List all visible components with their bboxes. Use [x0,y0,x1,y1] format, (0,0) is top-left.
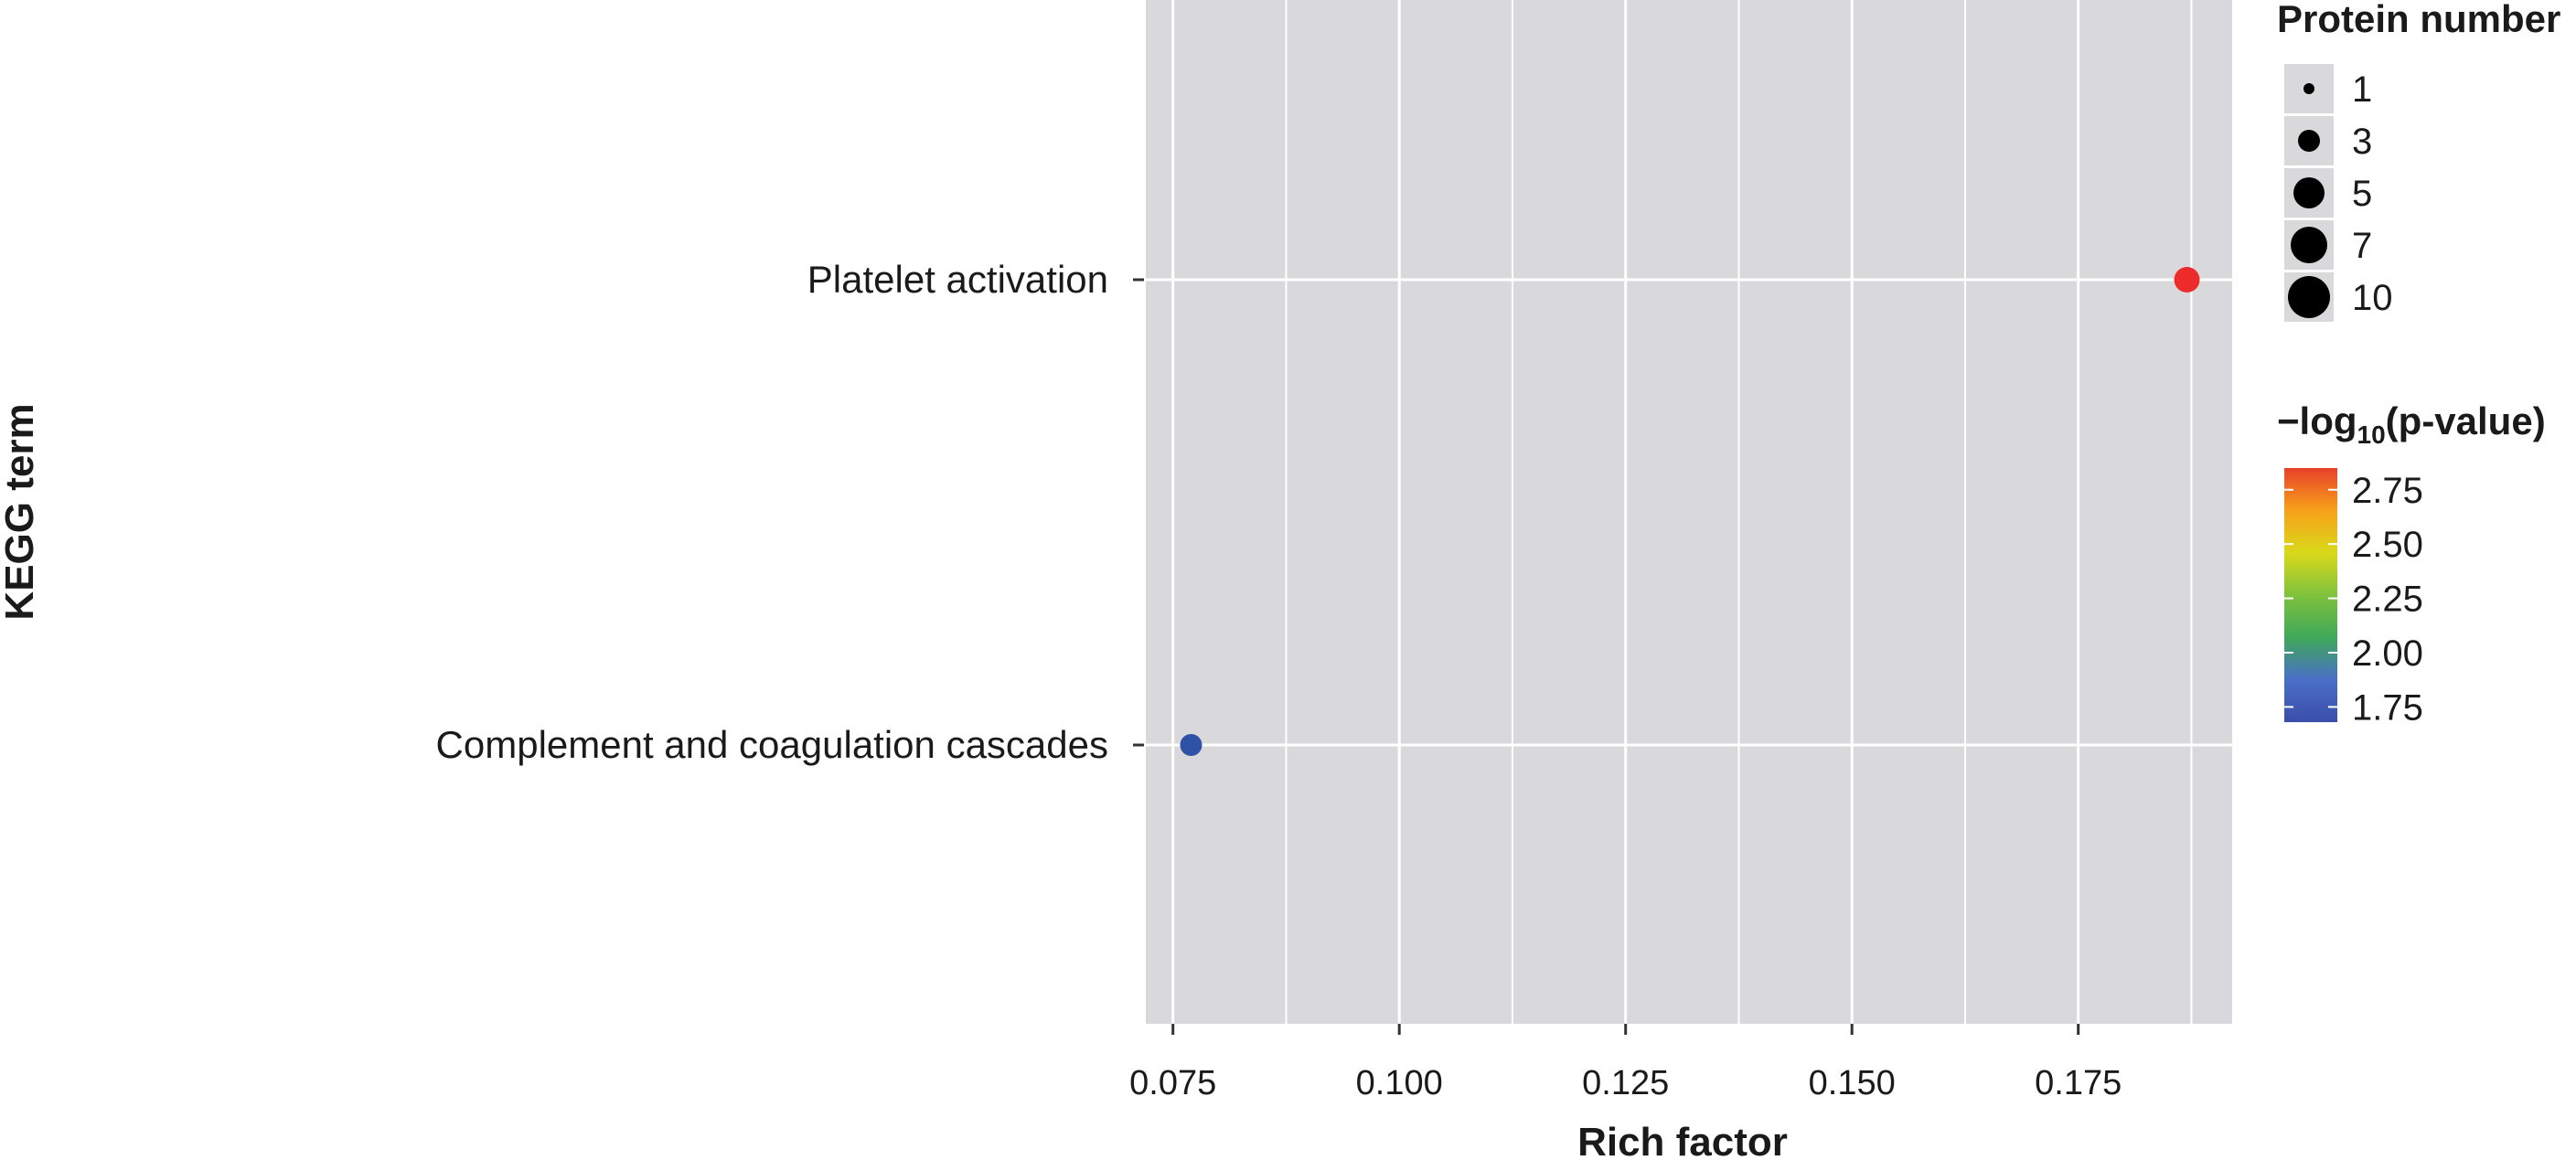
color-legend-title-sub: 10 [2357,420,2386,449]
size-legend-dot [2303,83,2314,94]
plot-panel [1146,0,2232,1024]
color-bar [2284,468,2337,722]
color-legend-title: −log10(p-value) [2277,399,2546,449]
size-legend: 1 3 5 7 10 [2284,64,2393,322]
color-legend-label: 1.75 [2352,687,2423,728]
size-legend-dot [2293,177,2325,208]
x-tick-label: 0.075 [1129,1064,1216,1102]
x-tick-label: 0.100 [1356,1064,1443,1102]
data-points [1180,267,2200,756]
color-legend-label: 2.75 [2352,471,2423,511]
color-legend-label: 2.00 [2352,633,2423,674]
x-axis-title: Rich factor [1577,1120,1788,1160]
size-legend-dot [2298,130,2320,152]
grid-lines [1146,0,2232,1024]
y-axis-ticks: Complement and coagulation cascades Plate… [436,258,1144,766]
y-tick-label: Platelet activation [807,258,1108,301]
color-legend-title-suffix: (p-value) [2386,399,2546,442]
size-legend-label: 3 [2352,122,2372,162]
color-legend-ticks: 2.75 2.50 2.25 2.00 1.75 [2284,471,2423,728]
size-legend-title: Protein number [2277,0,2560,40]
x-tick-label: 0.175 [2035,1064,2122,1102]
x-tick-label: 0.150 [1809,1064,1896,1102]
size-legend-dot [2291,227,2327,263]
x-axis-ticks: 0.075 0.100 0.125 0.150 0.175 [1129,1024,2122,1102]
size-legend-label: 5 [2352,174,2372,214]
color-legend-title-prefix: −log [2277,399,2357,442]
data-point [1180,734,1202,756]
size-legend-label: 1 [2352,69,2372,110]
x-tick-label: 0.125 [1582,1064,1669,1102]
size-legend-dot [2288,276,2330,318]
data-point [2174,267,2200,293]
size-legend-label: 7 [2352,226,2372,266]
y-tick-label: Complement and coagulation cascades [436,723,1108,766]
y-axis-title: KEGG term [0,403,42,620]
color-legend-label: 2.25 [2352,580,2423,620]
size-legend-label: 10 [2352,278,2393,318]
color-legend-label: 2.50 [2352,525,2423,565]
